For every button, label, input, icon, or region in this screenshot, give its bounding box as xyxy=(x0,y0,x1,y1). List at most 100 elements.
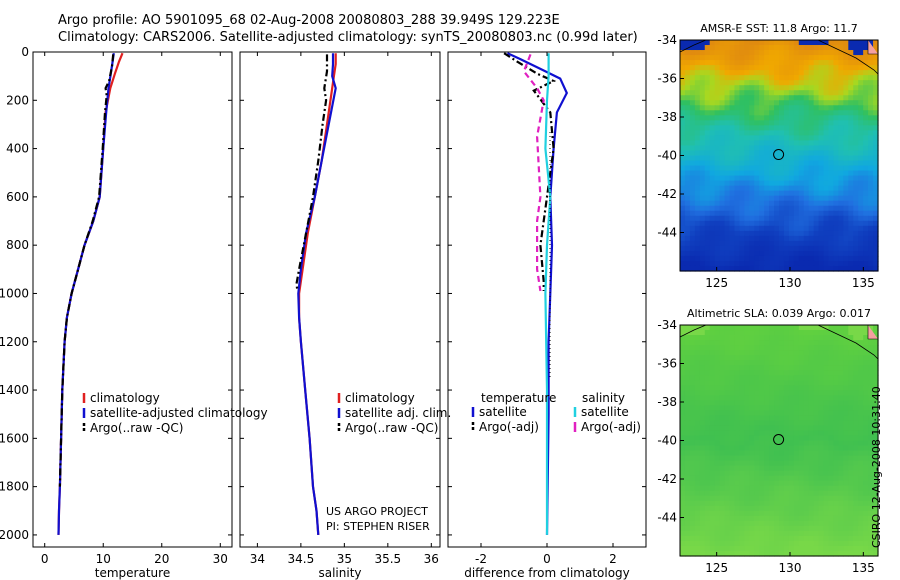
sst_map-cell xyxy=(843,65,849,71)
sla_map-cell xyxy=(858,500,864,507)
sst_map-cell xyxy=(818,45,825,51)
sst_map-cell xyxy=(838,130,844,137)
sla_map-cell xyxy=(828,425,835,432)
sla_map-cell xyxy=(769,375,775,381)
sla_map-cell xyxy=(788,485,795,492)
sla_map-cell xyxy=(813,425,820,432)
sla_map-cell xyxy=(838,380,844,386)
sst_map-cell xyxy=(863,140,869,147)
sla_map-cell xyxy=(863,480,869,487)
sla_map-cell xyxy=(793,335,800,341)
sla_map-cell xyxy=(858,330,864,336)
sla_map-cell xyxy=(689,415,696,422)
sst_map-cell xyxy=(769,195,775,202)
sla_map-cell xyxy=(828,440,835,447)
sla_map-cell xyxy=(858,350,864,356)
sla_map-cell xyxy=(680,405,686,411)
sst_map-cell xyxy=(734,135,740,142)
sst_map-cell xyxy=(803,260,810,267)
sst_map-cell xyxy=(704,90,711,96)
sla_map-cell xyxy=(694,545,701,552)
sst_map-cell xyxy=(873,130,879,137)
sst_map-cell xyxy=(863,200,869,207)
sst_map-cell xyxy=(694,135,701,142)
sla_map-cell xyxy=(873,545,879,552)
sla_map-cell xyxy=(684,340,691,346)
sla_map-cell xyxy=(813,540,820,547)
sla_map-cell xyxy=(764,515,770,522)
sla_map-cell xyxy=(828,550,835,557)
sst_map-cell xyxy=(833,125,839,131)
sst_map-cell xyxy=(813,75,820,81)
sst_map-cell xyxy=(680,155,686,162)
sla_map-cell xyxy=(779,405,785,411)
sst_map-cell xyxy=(774,120,780,126)
sst_map-cell xyxy=(769,155,775,162)
sst_map-cell xyxy=(680,90,686,96)
sst_map-cell xyxy=(779,125,785,131)
sla_map-cell xyxy=(863,495,869,502)
sla_map-cell xyxy=(714,530,721,537)
sla_map-cell xyxy=(788,335,795,341)
sst_map-cell xyxy=(873,40,879,46)
sst_map-cell xyxy=(788,215,795,222)
sla_map-cell xyxy=(754,360,760,366)
sst_map-cell xyxy=(724,185,731,192)
sst_map-cell xyxy=(863,95,869,101)
sla_map-cell xyxy=(783,505,790,512)
sla_map-cell xyxy=(823,485,830,492)
sla_map-cell xyxy=(689,370,696,376)
sst_map-cell xyxy=(779,235,785,242)
sla_map-cell xyxy=(823,435,830,442)
sst_map-cell xyxy=(769,115,775,121)
sla_map-cell xyxy=(818,385,825,391)
sst_map-cell xyxy=(764,185,770,192)
sla_map-cell xyxy=(783,460,790,467)
sst_map-cell xyxy=(779,95,785,101)
sla_map-cell xyxy=(719,480,726,487)
sla_map-cell xyxy=(873,430,879,437)
sla_map-cell xyxy=(843,545,849,552)
sst_map-cell xyxy=(749,105,755,111)
sst_map-cell xyxy=(714,105,721,111)
sst_map-cell xyxy=(858,45,864,51)
sla_map-cell xyxy=(853,430,859,437)
sla_map-cell xyxy=(714,445,721,452)
sla_map-cell xyxy=(803,525,810,532)
sst_map-cell xyxy=(754,145,760,152)
sla_map-cell xyxy=(714,510,721,517)
sla_map-cell xyxy=(833,395,839,401)
sst_map-cell xyxy=(838,80,844,86)
sst_map-cell xyxy=(709,230,716,237)
sst_map-cell xyxy=(719,235,726,242)
sst_map-cell xyxy=(853,215,859,222)
sst_map-cell xyxy=(843,260,849,267)
sla_map-cell xyxy=(699,435,706,442)
sst_map-cell xyxy=(808,185,815,192)
sla_map-cell xyxy=(684,450,691,457)
sst_map-cell xyxy=(759,210,765,217)
sst_map-cell xyxy=(680,70,686,76)
sla_map-cell xyxy=(680,500,686,507)
sst_map-cell xyxy=(838,200,844,207)
sla_map-cell xyxy=(729,500,736,507)
sst_map-cell xyxy=(863,80,869,86)
sst_map-cell xyxy=(823,115,830,121)
sst_map-cell xyxy=(848,135,854,142)
sst_map-cell xyxy=(704,200,711,207)
sla_map-cell xyxy=(853,405,859,411)
sla_map-cell xyxy=(719,410,726,416)
sla_map-cell xyxy=(759,345,765,351)
sla_map-cell xyxy=(783,355,790,361)
sst_map-cell xyxy=(719,50,726,56)
sst_map-cell xyxy=(798,170,805,177)
sla_map-cell xyxy=(783,345,790,351)
sst_map-cell xyxy=(843,245,849,252)
sla_map-cell xyxy=(788,365,795,371)
sla_map-cell xyxy=(699,440,706,447)
sla_map-cell xyxy=(803,485,810,492)
sla_map-cell xyxy=(783,415,790,422)
sst_map-cell xyxy=(769,45,775,51)
sst_map-cell xyxy=(863,265,869,272)
sst_map-xtick-label: 125 xyxy=(705,276,728,290)
